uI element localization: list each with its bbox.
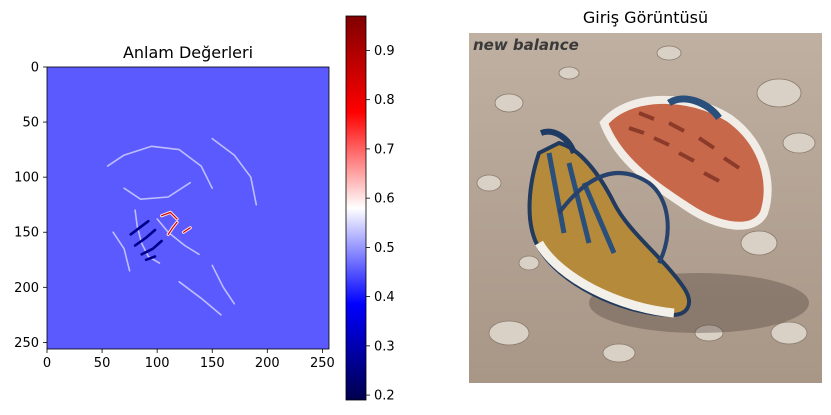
heatmap-stroke-light <box>178 281 222 316</box>
colorbar-tick-label: 0.5 <box>374 241 395 256</box>
heatmap-stroke-light <box>156 218 200 256</box>
colorbar-tick-label: 0.7 <box>374 142 395 157</box>
colorbar-axis: 0.2 0.3 0.4 0.5 0.6 0.7 0.8 0.9 <box>366 44 395 404</box>
x-tick-label: 250 <box>310 356 335 371</box>
heatmap-stroke-light <box>211 137 258 206</box>
colorbar-tick-label: 0.2 <box>374 389 395 404</box>
input-image-title: Giriş Görüntüsü <box>582 8 709 27</box>
x-tick-label: 100 <box>145 356 170 371</box>
heatmap-plot-area <box>46 66 330 350</box>
x-tick-label: 150 <box>200 356 225 371</box>
heatmap-stroke-red-core <box>161 211 178 220</box>
colorbar-tick-label: 0.9 <box>374 44 395 59</box>
colorbar-tick-label: 0.4 <box>374 290 395 305</box>
x-tick-label: 200 <box>255 356 280 371</box>
y-tick-label: 200 <box>14 281 39 296</box>
input-image: new balance <box>469 33 822 383</box>
y-tick-label: 0 <box>31 61 39 76</box>
colorbar-tick-label: 0.6 <box>374 192 395 207</box>
gravel-stones <box>476 45 816 363</box>
heatmap-stroke-light <box>211 264 236 305</box>
heatmap-stroke-light <box>106 145 213 189</box>
y-tick-label: 100 <box>14 171 39 186</box>
heatmap-stroke-light <box>112 231 131 272</box>
heatmap-stroke-red-core <box>167 221 178 235</box>
brand-logo-text: new balance <box>473 36 579 54</box>
colorbar-tick-label: 0.8 <box>374 93 395 108</box>
x-tick-label: 0 <box>43 356 51 371</box>
heatmap-stroke-dark <box>144 255 157 262</box>
heatmap-title: Anlam Değerleri <box>122 43 254 62</box>
right-shoe <box>599 95 772 230</box>
y-tick-label: 250 <box>14 336 39 351</box>
heatmap-stroke-dark <box>133 228 157 247</box>
colorbar <box>345 15 367 401</box>
heatmap-stroke-red-core <box>183 227 191 233</box>
heatmap-stroke-dark <box>140 239 163 256</box>
left-shoe <box>527 128 691 318</box>
heatmap-stroke-light <box>123 181 191 200</box>
heatmap-stroke-dark <box>129 219 150 236</box>
heatmap-strokes <box>106 137 258 316</box>
y-tick-label: 150 <box>14 226 39 241</box>
x-tick-label: 50 <box>94 356 111 371</box>
heatmap-y-axis: 0 50 100 150 200 250 <box>14 61 47 351</box>
heatmap-x-axis: 0 50 100 150 200 250 <box>43 349 335 371</box>
shoelace <box>557 171 670 264</box>
colorbar-tick-label: 0.3 <box>374 339 395 354</box>
y-tick-label: 50 <box>22 116 39 131</box>
